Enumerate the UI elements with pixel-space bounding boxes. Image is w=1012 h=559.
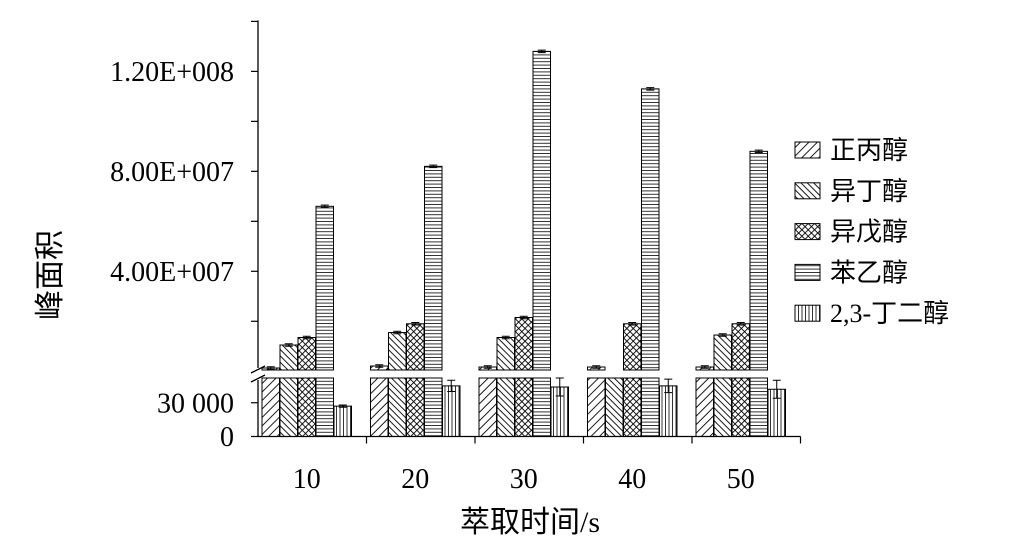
bar-phenylethanol-10-upper	[315, 205, 334, 371]
error-bar-isoamyl-alcohol-50	[736, 322, 745, 326]
bar-butanediol-10-lower	[333, 405, 352, 437]
bar-isobutanol-50-lower	[713, 377, 732, 437]
error-bar-isobutanol-50	[718, 333, 727, 337]
bar-butanediol-40-lower	[659, 385, 678, 437]
legend-swatch	[794, 141, 821, 159]
error-bar-phenylethanol-40	[646, 87, 655, 91]
axis-break-mark-upper	[250, 365, 266, 374]
legend-label: 正丙醇	[830, 136, 908, 165]
bar-isobutanol-10-lower	[279, 377, 298, 437]
bar-isoamyl-alcohol-30-lower	[514, 377, 533, 437]
error-bar-butanediol-50	[772, 379, 781, 399]
bar-isoamyl-alcohol-10-upper	[297, 337, 316, 371]
legend-item: 异丁醇	[794, 177, 908, 206]
x-tick-label: 30	[510, 464, 538, 495]
bar-phenylethanol-50-upper	[749, 150, 768, 371]
legend-swatch	[794, 263, 821, 281]
bar-phenylethanol-20-upper	[424, 165, 443, 371]
x-tick-label: 20	[401, 464, 429, 495]
bar-phenylethanol-50-lower	[749, 377, 768, 437]
bars	[261, 50, 786, 437]
error-bar-isoamyl-alcohol-30	[519, 315, 528, 320]
y-tick-label-upper: 4.00E+007	[110, 257, 234, 288]
bar-isobutanol-10-upper	[279, 344, 298, 371]
legend-item: 正丙醇	[794, 136, 908, 165]
y-tick-label-lower: 30 000	[157, 388, 234, 419]
bar-isoamyl-alcohol-40-upper	[623, 323, 642, 371]
bar-isoamyl-alcohol-10-lower	[297, 377, 316, 437]
bar-n-propanol-40-lower	[587, 377, 606, 437]
legend-item: 2,3-丁二醇	[794, 299, 949, 328]
error-bar-phenylethanol-20	[429, 164, 438, 169]
legend-item: 异戊醇	[794, 218, 908, 247]
bar-phenylethanol-40-upper	[641, 88, 660, 371]
error-bar-butanediol-30	[555, 377, 564, 397]
bar-isoamyl-alcohol-20-lower	[406, 377, 425, 437]
error-bar-n-propanol-20	[375, 364, 384, 368]
bar-n-propanol-50-lower	[695, 377, 714, 437]
error-bar-n-propanol-40	[592, 365, 601, 369]
bar-isobutanol-50-upper	[713, 334, 732, 371]
bar-isobutanol-40-lower	[605, 377, 624, 437]
y-tick-label-lower: 0	[220, 422, 234, 453]
bar-phenylethanol-30-upper	[532, 50, 551, 371]
error-bar-n-propanol-10	[266, 366, 275, 370]
axes: 4.00E+007 8.00E+007 1.20E+008 030 000 10 20 30…	[110, 20, 802, 495]
error-bar-isobutanol-30	[501, 335, 510, 340]
legend-swatch	[794, 223, 821, 241]
error-bar-butanediol-20	[447, 379, 456, 392]
bar-isobutanol-30-lower	[496, 377, 515, 437]
x-axis-title: 萃取时间/s	[460, 506, 600, 539]
y-axis-title: 峰面积	[34, 230, 67, 320]
bar-isobutanol-20-upper	[388, 332, 407, 371]
legend-label: 异丁醇	[830, 177, 908, 206]
legend-label: 异戊醇	[830, 218, 908, 247]
bar-phenylethanol-20-lower	[424, 377, 443, 437]
bar-phenylethanol-40-lower	[641, 377, 660, 437]
legend-label: 苯乙醇	[830, 258, 908, 287]
x-tick-label: 50	[727, 464, 755, 495]
error-bar-isoamyl-alcohol-20	[411, 322, 420, 326]
error-bar-phenylethanol-30	[537, 49, 546, 54]
bar-isoamyl-alcohol-30-upper	[514, 317, 533, 371]
bar-n-propanol-10-lower	[261, 377, 280, 437]
error-bars	[266, 49, 781, 408]
bar-isobutanol-30-upper	[496, 337, 515, 371]
error-bar-isoamyl-alcohol-40	[628, 322, 637, 326]
bar-phenylethanol-30-lower	[532, 377, 551, 437]
bar-isoamyl-alcohol-50-upper	[731, 323, 750, 371]
error-bar-n-propanol-30	[483, 365, 492, 369]
axis-break-mark-lower	[250, 374, 266, 383]
error-bar-isobutanol-10	[284, 343, 293, 347]
x-tick-label: 10	[293, 464, 321, 495]
bar-butanediol-20-lower	[442, 385, 461, 437]
bar-isoamyl-alcohol-20-upper	[406, 323, 425, 371]
bar-phenylethanol-10-lower	[315, 377, 334, 437]
error-bar-butanediol-40	[664, 378, 673, 394]
error-bar-isoamyl-alcohol-10	[302, 335, 311, 340]
x-tick-label: 40	[618, 464, 646, 495]
legend-swatch	[794, 304, 821, 322]
legend-swatch	[794, 182, 821, 200]
bar-n-propanol-30-lower	[478, 377, 497, 437]
error-bar-n-propanol-50	[700, 365, 709, 369]
error-bar-phenylethanol-10	[320, 204, 329, 209]
y-tick-label-upper: 8.00E+007	[110, 157, 234, 188]
bar-n-propanol-20-lower	[370, 377, 389, 437]
error-bar-butanediol-10	[338, 404, 347, 408]
y-tick-label-upper: 1.20E+008	[110, 57, 234, 88]
legend-label: 2,3-丁二醇	[830, 299, 949, 328]
error-bar-phenylethanol-50	[754, 149, 763, 154]
bar-isobutanol-20-lower	[388, 377, 407, 437]
legend-item: 苯乙醇	[794, 258, 908, 287]
bar-isoamyl-alcohol-50-lower	[731, 377, 750, 437]
error-bar-isobutanol-20	[393, 330, 402, 335]
bar-isoamyl-alcohol-40-lower	[623, 377, 642, 437]
